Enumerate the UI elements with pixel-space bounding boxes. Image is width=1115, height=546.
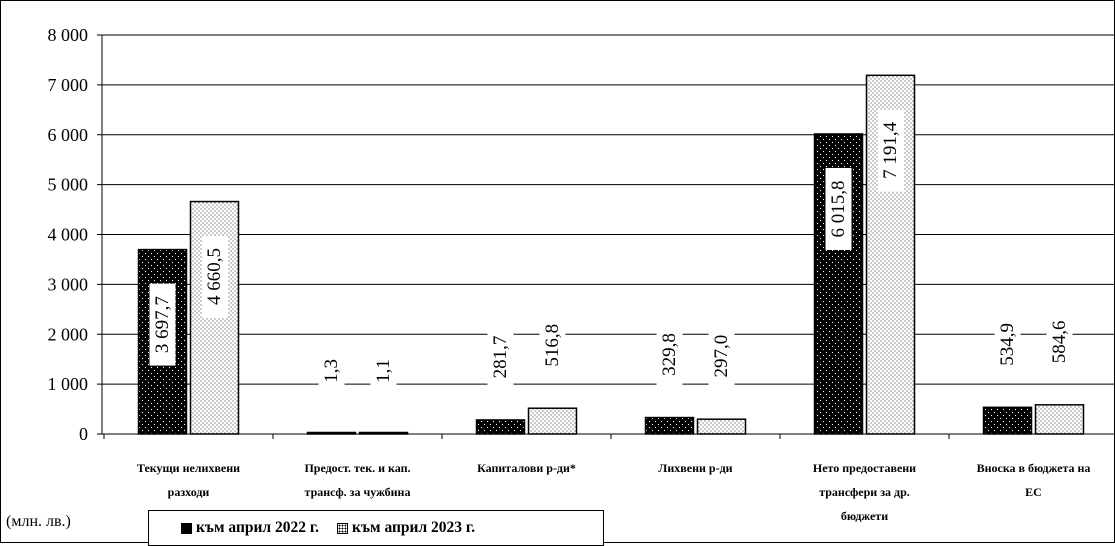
category-label: Капиталови р-ди* <box>437 456 617 480</box>
y-tick-label: 4 000 <box>48 225 89 245</box>
data-label: 4 660,5 <box>204 248 225 305</box>
y-tick-label: 2 000 <box>48 324 89 344</box>
category-label-line: Текущи нелихвени <box>99 456 279 480</box>
data-label: 534,9 <box>997 323 1018 366</box>
y-tick-label: 5 000 <box>48 175 89 195</box>
category-label-line: Нето предоставени <box>775 456 955 480</box>
data-label: 516,8 <box>542 324 563 367</box>
data-label: 1,1 <box>373 359 394 383</box>
y-tick-label: 0 <box>79 424 88 444</box>
category-label: Предост. тек. и кап.трансф. за чужбина <box>268 456 448 504</box>
data-label: 7 191,4 <box>880 121 901 179</box>
legend-swatch-2023 <box>337 523 348 534</box>
category-label-line: разходи <box>99 480 279 504</box>
category-label-line: трансф. за чужбина <box>268 480 448 504</box>
category-label-line: Лихвени р-ди <box>606 456 786 480</box>
y-tick-label: 1 000 <box>48 374 89 394</box>
category-label-line: бюджети <box>775 504 955 528</box>
bar-series1 <box>308 433 356 435</box>
legend: към април 2022 г. към април 2023 г. <box>148 510 604 546</box>
bar-series1 <box>984 407 1032 434</box>
category-label-line: ЕС <box>944 480 1115 504</box>
bar-series2 <box>360 433 408 435</box>
category-label: Лихвени р-ди <box>606 456 786 480</box>
data-label: 1,3 <box>321 359 342 383</box>
legend-swatch-2022 <box>181 523 192 534</box>
legend-label-2023: към април 2023 г. <box>352 519 475 537</box>
bar-series2 <box>1036 405 1084 434</box>
category-label-line: Предост. тек. и кап. <box>268 456 448 480</box>
category-label-line: Вноска в бюджета на <box>944 456 1115 480</box>
data-label: 281,7 <box>490 336 511 379</box>
legend-label-2022: към април 2022 г. <box>196 519 319 537</box>
data-label: 584,6 <box>1049 320 1070 363</box>
category-label-line: трансфери за др. <box>775 480 955 504</box>
data-label: 3 697,7 <box>152 296 173 353</box>
data-label: 6 015,8 <box>828 180 849 237</box>
data-label: 297,0 <box>711 335 732 378</box>
bar-series1 <box>477 420 525 434</box>
bar-series2 <box>698 419 746 434</box>
bar-series1 <box>646 418 694 434</box>
category-label-line: Капиталови р-ди* <box>437 456 617 480</box>
bar-series2 <box>529 408 577 434</box>
y-tick-label: 6 000 <box>48 125 89 145</box>
y-tick-label: 8 000 <box>48 25 89 45</box>
data-label: 329,8 <box>659 333 680 376</box>
unit-label: (млн. лв.) <box>6 513 71 531</box>
y-tick-label: 7 000 <box>48 75 89 95</box>
legend-item-2022: към април 2022 г. <box>181 519 319 537</box>
legend-item-2023: към април 2023 г. <box>337 519 475 537</box>
y-tick-label: 3 000 <box>48 274 89 294</box>
